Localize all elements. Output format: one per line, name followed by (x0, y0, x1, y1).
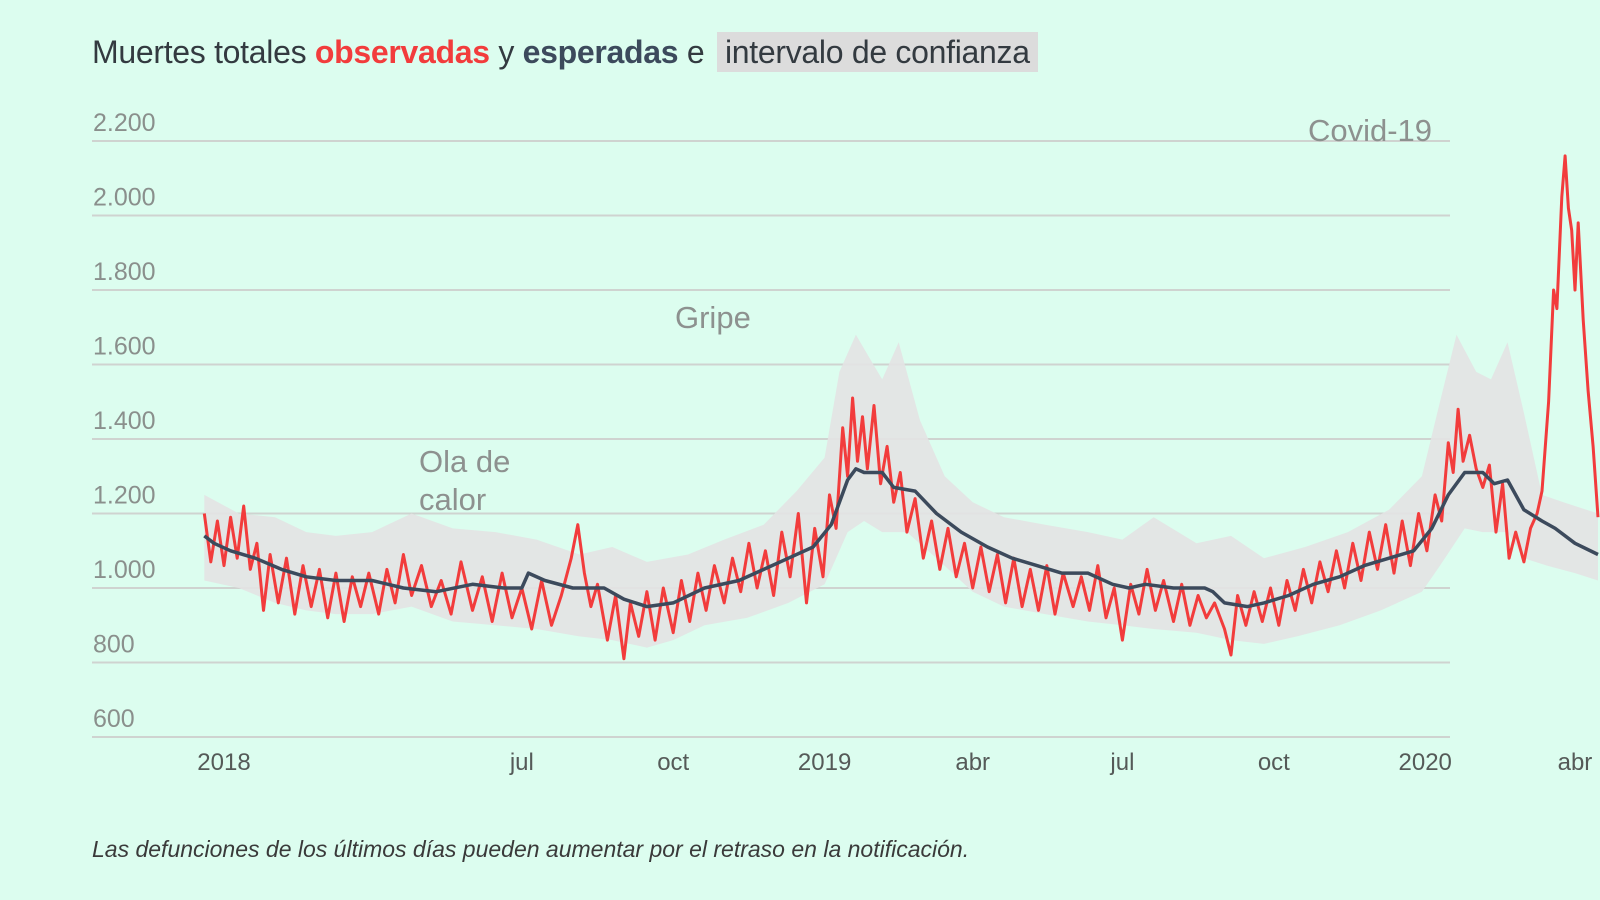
x-tick-label: 2019 (798, 749, 851, 776)
legend-observed: observadas (314, 34, 490, 70)
annotation-heatwave: Ola de (419, 444, 510, 479)
y-axis-ticks: 600 800 1.000 1.200 1.400 1.600 1.800 2.000 2.20… (93, 109, 156, 733)
y-tick-label: 2.000 (93, 184, 156, 212)
legend-expected: esperadas (522, 34, 679, 70)
y-tick-label: 1.000 (93, 556, 156, 584)
x-axis-ticks: 2018 jul oct 2019 abr jul oct 2020 abr (197, 749, 1592, 776)
grid-lines (92, 140, 1450, 738)
x-tick-label: jul (1109, 749, 1134, 776)
y-tick-label: 1.200 (93, 482, 156, 510)
x-tick-label: abr (955, 749, 990, 776)
x-tick-label: oct (1258, 749, 1290, 776)
annotation-heatwave-line2: calor (419, 482, 486, 517)
expected-deaths-line (203, 467, 1599, 609)
y-tick-label: 2.200 (93, 109, 156, 137)
chart-title: Muertes totales observadas y esperadas e… (92, 32, 1038, 72)
footnote: Las defunciones de los últimos días pued… (92, 836, 970, 862)
title-conj1: y (498, 34, 515, 70)
legend-confidence-interval: intervalo de confianza (716, 32, 1038, 72)
annotation-flu: Gripe (675, 300, 751, 335)
title-prefix: Muertes totales (92, 34, 307, 70)
x-tick-label: 2020 (1399, 749, 1452, 776)
x-tick-label: 2018 (197, 749, 250, 776)
y-tick-label: 800 (93, 631, 135, 659)
title-conj2: e (686, 34, 705, 70)
x-tick-label: jul (509, 749, 534, 776)
x-tick-label: abr (1558, 749, 1593, 776)
x-tick-label: oct (657, 749, 689, 776)
y-tick-label: 600 (93, 705, 135, 733)
y-tick-label: 1.600 (93, 333, 156, 361)
y-tick-label: 1.400 (93, 407, 156, 435)
annotation-covid: Covid-19 (1308, 113, 1432, 148)
y-tick-label: 1.800 (93, 258, 156, 286)
